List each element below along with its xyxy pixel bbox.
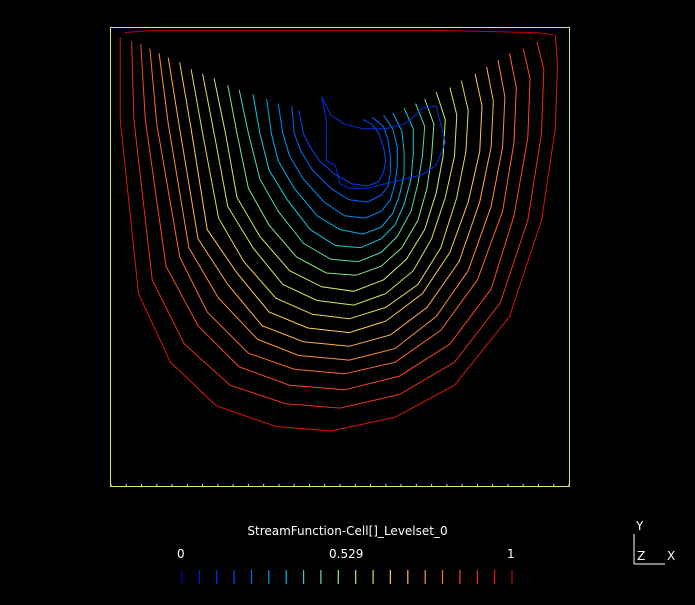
contour-line-4 bbox=[149, 48, 517, 375]
contour-line-2 bbox=[131, 41, 545, 409]
contour-line-3 bbox=[140, 43, 531, 391]
colorbar-tick-label-mid: 0.529 bbox=[329, 547, 364, 561]
contour-line-0 bbox=[124, 29, 554, 36]
contour-line-13 bbox=[252, 94, 414, 249]
triad-y-label: Y bbox=[636, 519, 644, 533]
contour-line-8 bbox=[190, 69, 469, 320]
colorbar-tick-label-min: 0 bbox=[177, 547, 185, 561]
colorbar-swatches bbox=[181, 570, 513, 584]
frame-tick-marks bbox=[110, 484, 570, 486]
colorbar-title: StreamFunction-Cell[]_Levelset_0 bbox=[247, 524, 448, 538]
triad-z-label: Z bbox=[637, 549, 646, 563]
plot-frame bbox=[110, 27, 570, 487]
contour-line-14 bbox=[266, 98, 405, 235]
contour-line-1 bbox=[119, 34, 559, 432]
contour-line-15 bbox=[277, 103, 398, 219]
contour-line-12 bbox=[238, 89, 426, 263]
axes-triad bbox=[633, 534, 665, 565]
contour-line-10 bbox=[213, 78, 446, 292]
triad-x-label: X bbox=[667, 549, 676, 563]
contour-line-6 bbox=[167, 57, 494, 347]
contour-line-18 bbox=[321, 96, 446, 189]
contour-line-16 bbox=[291, 105, 391, 203]
contour-lines bbox=[119, 29, 559, 432]
contour-line-5 bbox=[158, 53, 506, 361]
colorbar-tick-label-max: 1 bbox=[507, 547, 515, 561]
contour-line-7 bbox=[179, 62, 483, 334]
contour-line-9 bbox=[202, 73, 458, 306]
contour-line-11 bbox=[227, 85, 435, 276]
contour-line-17 bbox=[298, 110, 387, 187]
